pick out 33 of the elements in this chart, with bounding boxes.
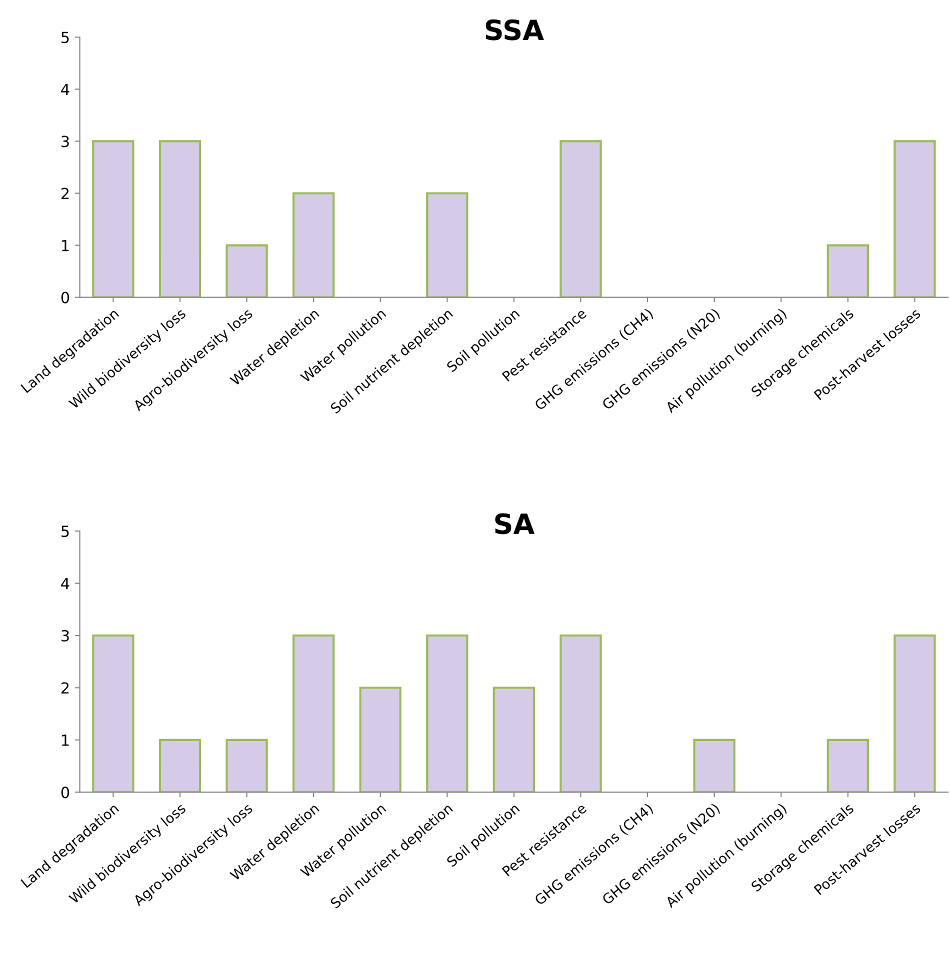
bar	[158, 140, 202, 298]
bar	[92, 140, 134, 298]
bar	[826, 244, 869, 298]
bar	[426, 192, 468, 298]
bar	[826, 738, 869, 792]
bar	[292, 634, 335, 792]
y-tick-label: 3	[62, 630, 69, 642]
y-tick-label: 0	[61, 292, 70, 304]
y-tick-label: 3	[62, 136, 69, 148]
y-tick-label: 4	[61, 84, 70, 95]
y-tick-label: 0	[61, 786, 70, 798]
y-tick-label: 4	[61, 578, 70, 590]
bar	[226, 244, 268, 298]
y-tick-label: 2	[61, 188, 69, 200]
bar	[894, 634, 936, 792]
y-tick-label: 1	[62, 734, 69, 746]
bar	[560, 634, 602, 792]
bar	[359, 686, 402, 792]
bar	[560, 140, 602, 298]
bar	[492, 686, 536, 792]
bar	[894, 140, 936, 298]
bar	[92, 634, 134, 792]
bar	[292, 192, 335, 298]
y-tick-label: 2	[61, 682, 69, 694]
y-tick-label: 5	[62, 526, 69, 538]
y-tick-label: 5	[62, 32, 69, 44]
bar	[426, 634, 468, 792]
bar	[226, 738, 268, 792]
chart-title: SA	[495, 513, 535, 534]
y-tick-label: 1	[62, 240, 69, 252]
bar	[158, 738, 202, 792]
chart-title: SSA	[486, 19, 544, 40]
bar	[693, 738, 736, 792]
